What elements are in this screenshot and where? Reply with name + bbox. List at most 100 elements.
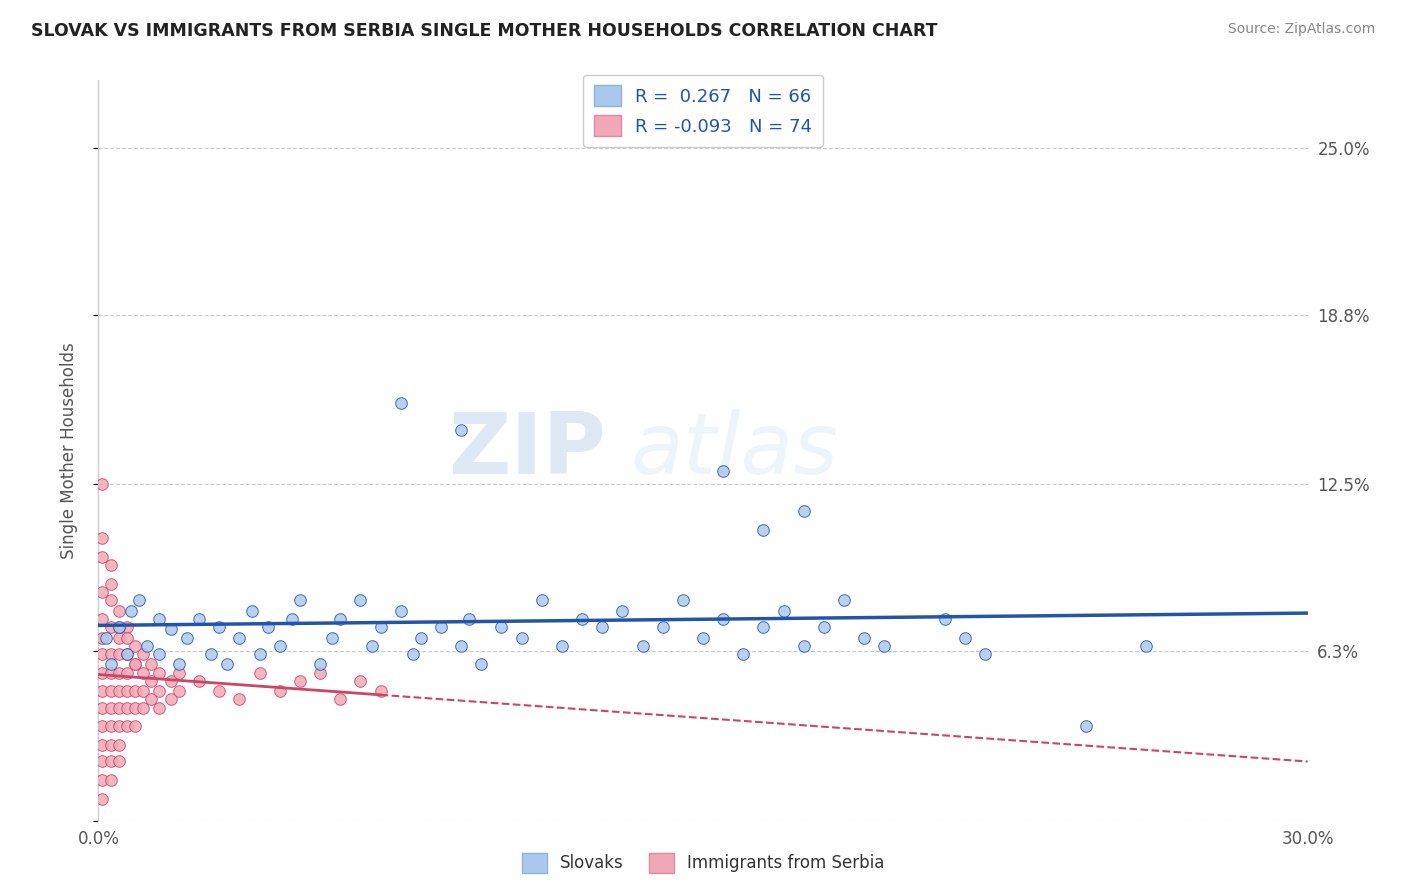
Text: Source: ZipAtlas.com: Source: ZipAtlas.com (1227, 22, 1375, 37)
Point (148, 612, 170, 626)
Point (176, 631, 198, 645)
Point (139, 673, 162, 688)
Point (100, 738, 122, 752)
Point (591, 620, 613, 634)
Point (651, 620, 673, 634)
Point (91, 684, 114, 698)
Point (107, 631, 129, 645)
Point (91, 477, 114, 491)
Point (711, 612, 734, 626)
Point (124, 657, 146, 672)
Point (120, 604, 142, 618)
Y-axis label: Single Mother Households: Single Mother Households (59, 343, 77, 558)
Point (711, 464, 734, 478)
Point (1135, 639, 1157, 653)
Point (733, 647, 755, 661)
Text: atlas: atlas (630, 409, 838, 492)
Point (491, 620, 513, 634)
Point (389, 396, 412, 410)
Text: ZIP: ZIP (449, 409, 606, 492)
Point (249, 665, 271, 680)
Point (148, 700, 170, 714)
Point (148, 647, 170, 661)
Point (100, 755, 122, 769)
Point (1074, 719, 1097, 733)
Point (571, 612, 593, 626)
Point (107, 604, 129, 618)
Point (672, 593, 695, 607)
Point (115, 647, 138, 661)
Point (281, 612, 304, 626)
Point (100, 700, 122, 714)
Point (309, 657, 332, 672)
Point (160, 692, 183, 706)
Point (100, 773, 122, 788)
Point (107, 755, 129, 769)
Point (349, 673, 371, 688)
Point (631, 639, 654, 653)
Point (148, 684, 170, 698)
Point (115, 700, 138, 714)
Point (361, 639, 384, 653)
Point (450, 639, 472, 653)
Point (551, 639, 574, 653)
Point (160, 673, 183, 688)
Point (124, 657, 146, 672)
Point (208, 620, 231, 634)
Point (91, 612, 114, 626)
Point (124, 684, 146, 698)
Legend: Slovaks, Immigrants from Serbia: Slovaks, Immigrants from Serbia (515, 847, 891, 880)
Point (288, 593, 311, 607)
Point (100, 593, 122, 607)
Point (91, 792, 114, 806)
Point (91, 584, 114, 599)
Point (100, 665, 122, 680)
Point (249, 647, 271, 661)
Point (349, 593, 371, 607)
Point (124, 700, 146, 714)
Point (329, 692, 352, 706)
Point (91, 738, 114, 752)
Point (458, 612, 481, 626)
Point (107, 719, 129, 733)
Point (832, 593, 855, 607)
Point (132, 665, 155, 680)
Point (115, 647, 138, 661)
Point (124, 719, 146, 733)
Point (208, 684, 231, 698)
Point (752, 523, 775, 537)
Point (115, 665, 138, 680)
Point (309, 665, 332, 680)
Point (269, 684, 291, 698)
Point (148, 665, 170, 680)
Point (167, 657, 190, 672)
Point (139, 657, 162, 672)
Point (612, 604, 634, 618)
Point (115, 684, 138, 698)
Point (100, 620, 122, 634)
Point (107, 738, 129, 752)
Point (288, 673, 311, 688)
Point (124, 639, 146, 653)
Point (135, 639, 157, 653)
Point (128, 593, 150, 607)
Point (132, 684, 155, 698)
Point (115, 719, 138, 733)
Point (100, 719, 122, 733)
Point (470, 657, 492, 672)
Point (115, 631, 138, 645)
Point (91, 549, 114, 564)
Point (115, 620, 138, 634)
Point (450, 423, 472, 437)
Point (167, 665, 190, 680)
Point (188, 612, 211, 626)
Point (974, 647, 997, 661)
Point (370, 620, 392, 634)
Point (100, 684, 122, 698)
Point (100, 647, 122, 661)
Point (370, 684, 392, 698)
Point (91, 719, 114, 733)
Legend: R =  0.267   N = 66, R = -0.093   N = 74: R = 0.267 N = 66, R = -0.093 N = 74 (583, 75, 823, 147)
Point (91, 700, 114, 714)
Point (91, 773, 114, 788)
